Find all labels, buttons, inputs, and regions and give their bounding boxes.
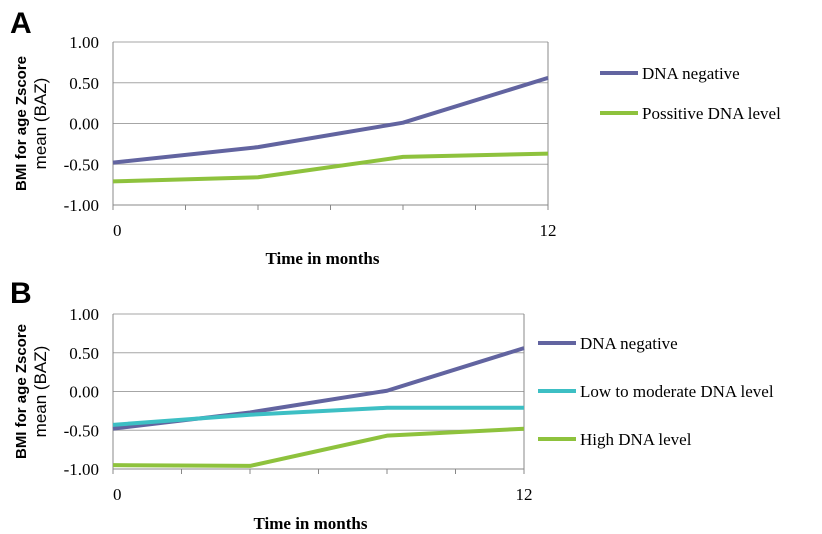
y-tick-label-b-2: 0.00 (69, 383, 99, 402)
series-line-b-2 (112, 426, 525, 468)
x-tick-label-b-0: 0 (113, 485, 122, 504)
y-tick-label-b-0: 1.00 (69, 305, 99, 324)
chart-panel-a: 1.00 0.50 0.00 -0.50 -1.00 0 12 Time in months B… (13, 33, 781, 268)
series-line-b-0 (112, 346, 525, 431)
y-axis-title-line2-b: mean (BAZ) (31, 346, 50, 438)
panel-label-b: B (10, 277, 32, 310)
y-tick-label-b-1: 0.50 (69, 344, 99, 363)
y-tick-label-a-4: -1.00 (64, 196, 99, 215)
panel-label-a: A (10, 7, 32, 40)
y-tick-label-a-2: 0.00 (69, 115, 99, 134)
y-axis-title-line2-a: mean (BAZ) (31, 78, 50, 170)
y-tick-label-b-4: -1.00 (64, 460, 99, 479)
series-line-a-0 (112, 75, 549, 165)
x-tick-label-a-1: 12 (540, 221, 557, 240)
legend-label-a-1: Possitive DNA level (642, 104, 781, 123)
y-tick-label-a-1: 0.50 (69, 74, 99, 93)
x-tick-label-a-0: 0 (113, 221, 122, 240)
y-tick-label-a-0: 1.00 (69, 33, 99, 52)
y-tick-label-b-3: -0.50 (64, 421, 99, 440)
series-line-b-1 (112, 405, 524, 427)
series-line-a-1 (112, 151, 549, 184)
y-axis-title-line1-a: BMI for age Zscore (13, 56, 30, 191)
chart-panel-b: 1.00 0.50 0.00 -0.50 -1.00 0 12 Time in months B… (13, 305, 774, 533)
legend-label-a-0: DNA negative (642, 64, 740, 83)
legend-label-b-2: High DNA level (580, 430, 692, 449)
y-axis-title-line1-b: BMI for age Zscore (13, 324, 30, 459)
legend-label-b-1: Low to moderate DNA level (580, 382, 774, 401)
y-tick-label-a-3: -0.50 (64, 155, 99, 174)
x-tick-label-b-1: 12 (516, 485, 533, 504)
legend-label-b-0: DNA negative (580, 334, 678, 353)
x-axis-title-b: Time in months (254, 514, 368, 533)
x-axis-title-a: Time in months (266, 249, 380, 268)
